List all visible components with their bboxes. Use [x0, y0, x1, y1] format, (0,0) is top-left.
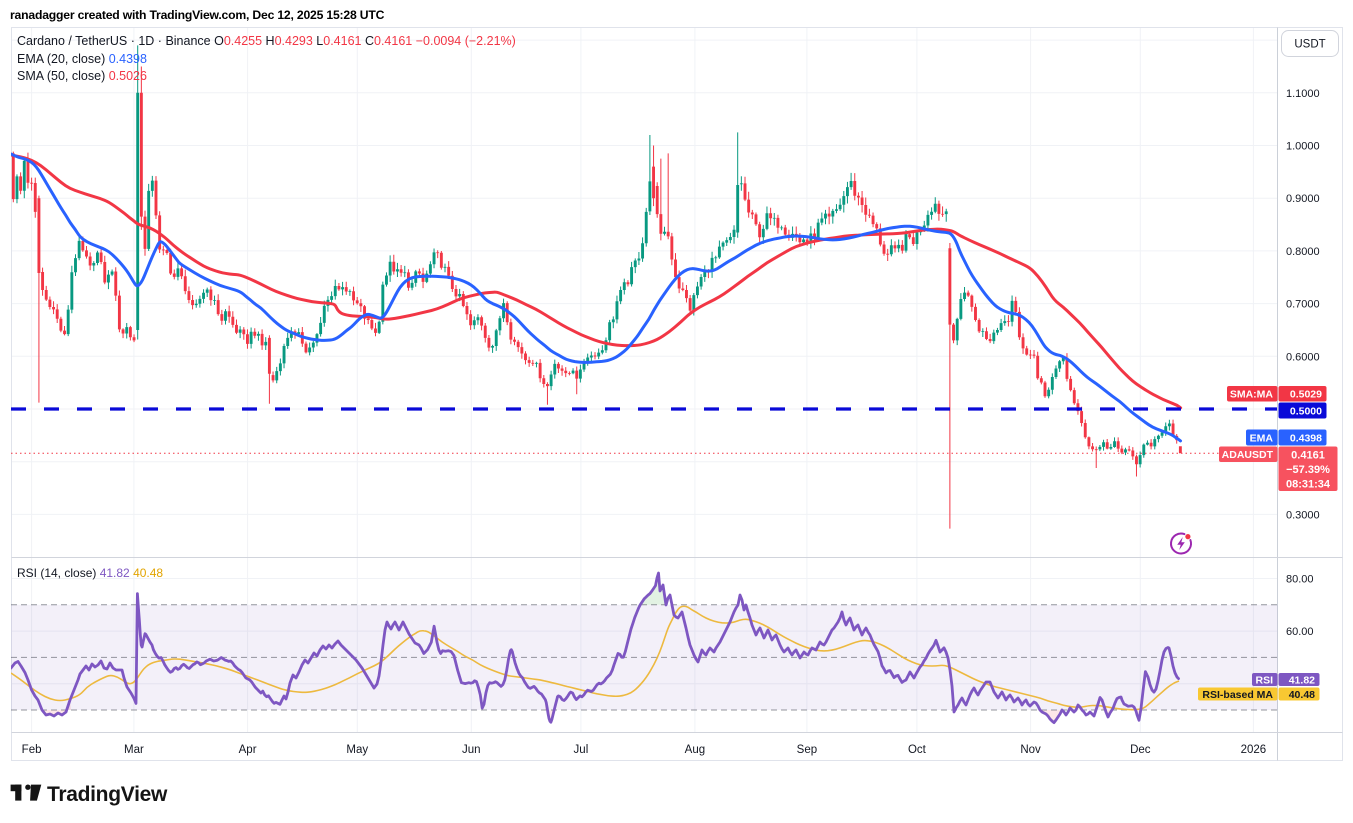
svg-text:ADAUSDT: ADAUSDT [1222, 449, 1274, 461]
svg-text:0.5000: 0.5000 [1290, 405, 1322, 417]
svg-text:08:31:34: 08:31:34 [1286, 479, 1331, 491]
svg-text:0.4398: 0.4398 [1290, 432, 1322, 444]
svg-text:1.1000: 1.1000 [1286, 88, 1320, 100]
svg-text:Apr: Apr [239, 744, 257, 756]
svg-text:Aug: Aug [685, 744, 705, 756]
svg-text:EMA: EMA [1250, 432, 1274, 444]
svg-text:Sep: Sep [797, 744, 817, 756]
svg-text:Oct: Oct [908, 744, 927, 756]
svg-text:RSI (14, close) 41.82 40.48: RSI (14, close) 41.82 40.48 [17, 566, 163, 580]
svg-text:0.5029: 0.5029 [1290, 389, 1322, 401]
svg-text:Dec: Dec [1130, 744, 1151, 756]
svg-text:60.00: 60.00 [1286, 626, 1314, 638]
svg-text:80.00: 80.00 [1286, 574, 1314, 586]
svg-text:0.9000: 0.9000 [1286, 193, 1320, 205]
svg-text:0.3000: 0.3000 [1286, 509, 1320, 521]
svg-text:0.8000: 0.8000 [1286, 246, 1320, 258]
svg-text:0.6000: 0.6000 [1286, 351, 1320, 363]
svg-text:Feb: Feb [22, 744, 42, 756]
svg-text:Cardano / TetherUS · 1D · Bina: Cardano / TetherUS · 1D · Binance O0.425… [17, 34, 516, 48]
svg-text:SMA:MA: SMA:MA [1230, 389, 1274, 401]
svg-text:Jul: Jul [574, 744, 589, 756]
svg-text:0.4161: 0.4161 [1291, 450, 1325, 462]
svg-text:USDT: USDT [1294, 39, 1325, 51]
svg-text:SMA (50, close) 0.5026: SMA (50, close) 0.5026 [17, 69, 147, 83]
svg-text:ranadagger created with Tradin: ranadagger created with TradingView.com,… [10, 8, 385, 22]
svg-text:Nov: Nov [1020, 744, 1041, 756]
svg-text:2026: 2026 [1241, 744, 1267, 756]
svg-text:−57.39%: −57.39% [1286, 464, 1330, 476]
svg-text:TradingView: TradingView [47, 783, 168, 806]
svg-text:RSI: RSI [1255, 674, 1273, 686]
svg-text:40.48: 40.48 [1289, 689, 1315, 701]
svg-text:Mar: Mar [124, 744, 144, 756]
svg-text:May: May [346, 744, 368, 756]
svg-text:RSI-based MA: RSI-based MA [1202, 689, 1273, 701]
svg-text:1.0000: 1.0000 [1286, 141, 1320, 153]
svg-text:41.82: 41.82 [1289, 674, 1315, 686]
svg-text:0.7000: 0.7000 [1286, 299, 1320, 311]
svg-text:EMA (20, close) 0.4398: EMA (20, close) 0.4398 [17, 52, 147, 66]
svg-text:Jun: Jun [462, 744, 481, 756]
